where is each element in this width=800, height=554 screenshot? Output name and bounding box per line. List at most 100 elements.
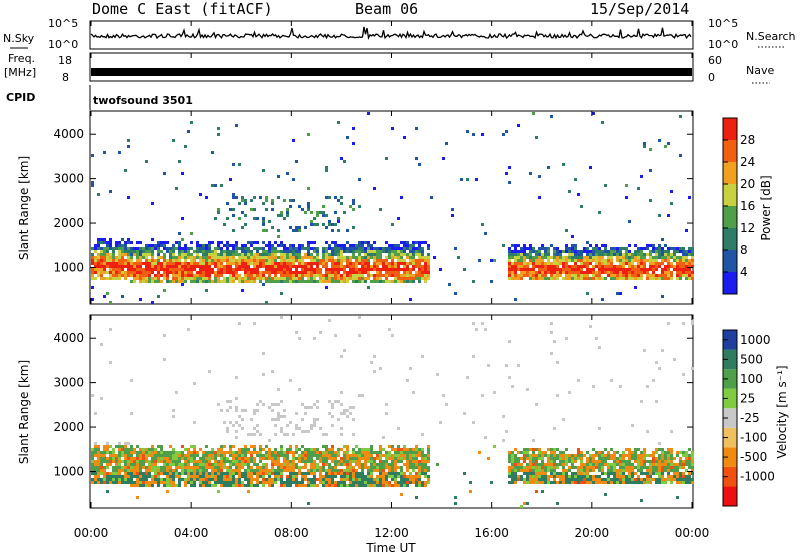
heat-cell: [529, 247, 532, 250]
heat-cell: [217, 247, 220, 250]
heat-cell: [316, 469, 319, 472]
heat-cell: [217, 463, 220, 466]
heat-cell: [241, 196, 244, 199]
heat-cell: [241, 289, 244, 292]
heat-cell: [571, 457, 574, 460]
heat-cell: [379, 457, 382, 460]
heat-cell: [649, 472, 652, 475]
heat-cell: [595, 247, 598, 250]
heat-cell: [310, 448, 313, 451]
heat-cell: [265, 196, 268, 199]
heat-cell: [331, 250, 334, 253]
freq-left-tick-top: 18: [58, 54, 72, 67]
heat-cell: [640, 262, 643, 265]
heat-cell: [349, 481, 352, 484]
heat-cell: [472, 322, 475, 325]
heat-cell: [619, 469, 622, 472]
heat-cell: [157, 472, 160, 475]
heat-cell: [613, 469, 616, 472]
heat-cell: [340, 196, 343, 199]
heat-cell: [583, 475, 586, 478]
heat-cell: [178, 484, 181, 487]
heat-cell: [325, 448, 328, 451]
heat-cell: [310, 427, 313, 430]
heat-cell: [616, 460, 619, 463]
heat-cell: [592, 457, 595, 460]
heat-cell: [550, 256, 553, 259]
heat-cell: [157, 256, 160, 259]
heat-cell: [571, 253, 574, 256]
heat-cell: [415, 460, 418, 463]
heat-cell: [256, 463, 259, 466]
heat-cell: [196, 274, 199, 277]
heat-cell: [127, 478, 130, 481]
heat-cell: [481, 394, 484, 397]
heat-cell: [379, 475, 382, 478]
heat-cell: [274, 265, 277, 268]
heat-cell: [556, 463, 559, 466]
heat-cell: [151, 256, 154, 259]
heat-cell: [271, 262, 274, 265]
heat-cell: [508, 274, 511, 277]
heat-cell: [334, 253, 337, 256]
heat-cell: [313, 484, 316, 487]
heat-cell: [181, 172, 184, 175]
x-tick-label: 12:00: [374, 526, 409, 540]
heat-cell: [601, 262, 604, 265]
heat-cell: [268, 457, 271, 460]
heat-cell: [316, 211, 319, 214]
heat-cell: [565, 481, 568, 484]
heat-cell: [688, 268, 691, 271]
heat-cell: [685, 451, 688, 454]
heat-cell: [271, 457, 274, 460]
heat-cell: [661, 448, 664, 451]
heat-cell: [547, 478, 550, 481]
heat-cell: [286, 280, 289, 283]
heat-cell: [400, 478, 403, 481]
heat-cell: [178, 232, 181, 235]
heat-cell: [664, 271, 667, 274]
heat-cell: [106, 253, 109, 256]
heat-cell: [112, 277, 115, 280]
heat-cell: [514, 475, 517, 478]
heat-cell: [526, 247, 529, 250]
heat-cell: [310, 253, 313, 256]
heat-cell: [262, 463, 265, 466]
heat-cell: [187, 451, 190, 454]
heat-cell: [130, 463, 133, 466]
heat-cell: [181, 454, 184, 457]
heat-cell: [109, 457, 112, 460]
heat-cell: [295, 274, 298, 277]
heat-cell: [328, 244, 331, 247]
heat-cell: [622, 271, 625, 274]
heat-cell: [667, 247, 670, 250]
heat-cell: [94, 244, 97, 247]
heat-cell: [646, 271, 649, 274]
heat-cell: [268, 481, 271, 484]
heat-cell: [526, 475, 529, 478]
heat-cell: [559, 451, 562, 454]
heat-cell: [319, 478, 322, 481]
heat-cell: [340, 478, 343, 481]
heat-cell: [316, 418, 319, 421]
heat-cell: [397, 460, 400, 463]
heat-cell: [205, 457, 208, 460]
heat-cell: [169, 478, 172, 481]
heat-cell: [172, 448, 175, 451]
heat-cell: [331, 280, 334, 283]
heat-cell: [556, 265, 559, 268]
heat-cell: [304, 274, 307, 277]
heat-cell: [607, 271, 610, 274]
heat-cell: [322, 262, 325, 265]
heat-cell: [262, 466, 265, 469]
heat-cell: [607, 475, 610, 478]
heat-cell: [289, 250, 292, 253]
heat-cell: [253, 448, 256, 451]
heat-cell: [295, 427, 298, 430]
freq-label-line1: Freq.: [8, 52, 35, 65]
heat-cell: [208, 451, 211, 454]
heat-cell: [685, 277, 688, 280]
heat-cell: [592, 463, 595, 466]
heat-cell: [217, 265, 220, 268]
heat-cell: [235, 196, 238, 199]
